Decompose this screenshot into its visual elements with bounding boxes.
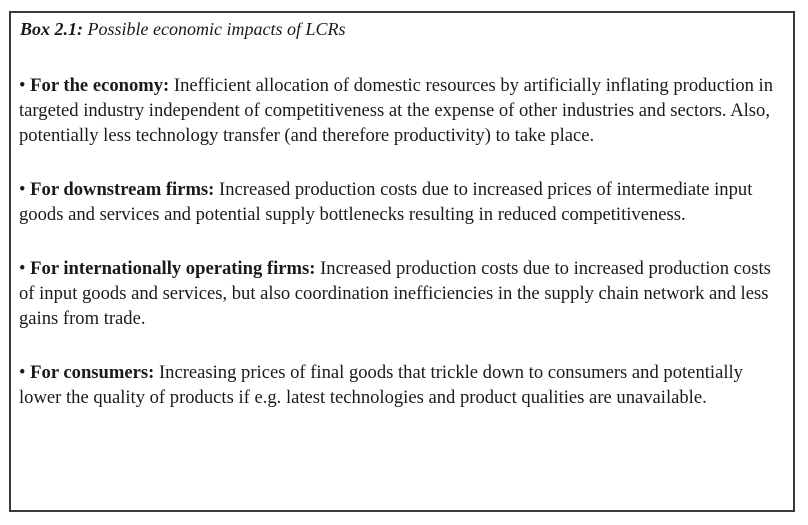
box-title: Box 2.1: Possible economic impacts of LC… bbox=[20, 19, 345, 40]
bullet: • bbox=[19, 75, 26, 96]
bullet: • bbox=[19, 362, 26, 383]
item-heading: For the economy: bbox=[30, 75, 170, 96]
text-box: Box 2.1: Possible economic impacts of LC… bbox=[9, 11, 795, 512]
box-label: Box 2.1: bbox=[20, 19, 83, 39]
item-text: Increased production costs due to increa… bbox=[19, 179, 753, 225]
list-item-consumers: • For consumers: Increasing prices of fi… bbox=[19, 360, 781, 410]
item-heading: For internationally operating firms: bbox=[30, 258, 316, 279]
item-text: Increasing prices of final goods that tr… bbox=[19, 362, 743, 408]
item-text: Inefficient allocation of domestic resou… bbox=[19, 75, 774, 146]
impact-list: • For the economy: Inefficient allocatio… bbox=[19, 73, 781, 439]
item-heading: For consumers: bbox=[30, 362, 155, 383]
item-text: Increased production costs due to increa… bbox=[19, 258, 771, 329]
bullet: • bbox=[19, 258, 26, 279]
item-heading: For downstream firms: bbox=[30, 179, 215, 200]
list-item-downstream-firms: • For downstream firms: Increased produc… bbox=[19, 177, 781, 227]
box-title-text: Possible economic impacts of LCRs bbox=[87, 19, 346, 39]
list-item-international-firms: • For internationally operating firms: I… bbox=[19, 256, 781, 331]
bullet: • bbox=[19, 179, 26, 200]
list-item-economy: • For the economy: Inefficient allocatio… bbox=[19, 73, 781, 148]
